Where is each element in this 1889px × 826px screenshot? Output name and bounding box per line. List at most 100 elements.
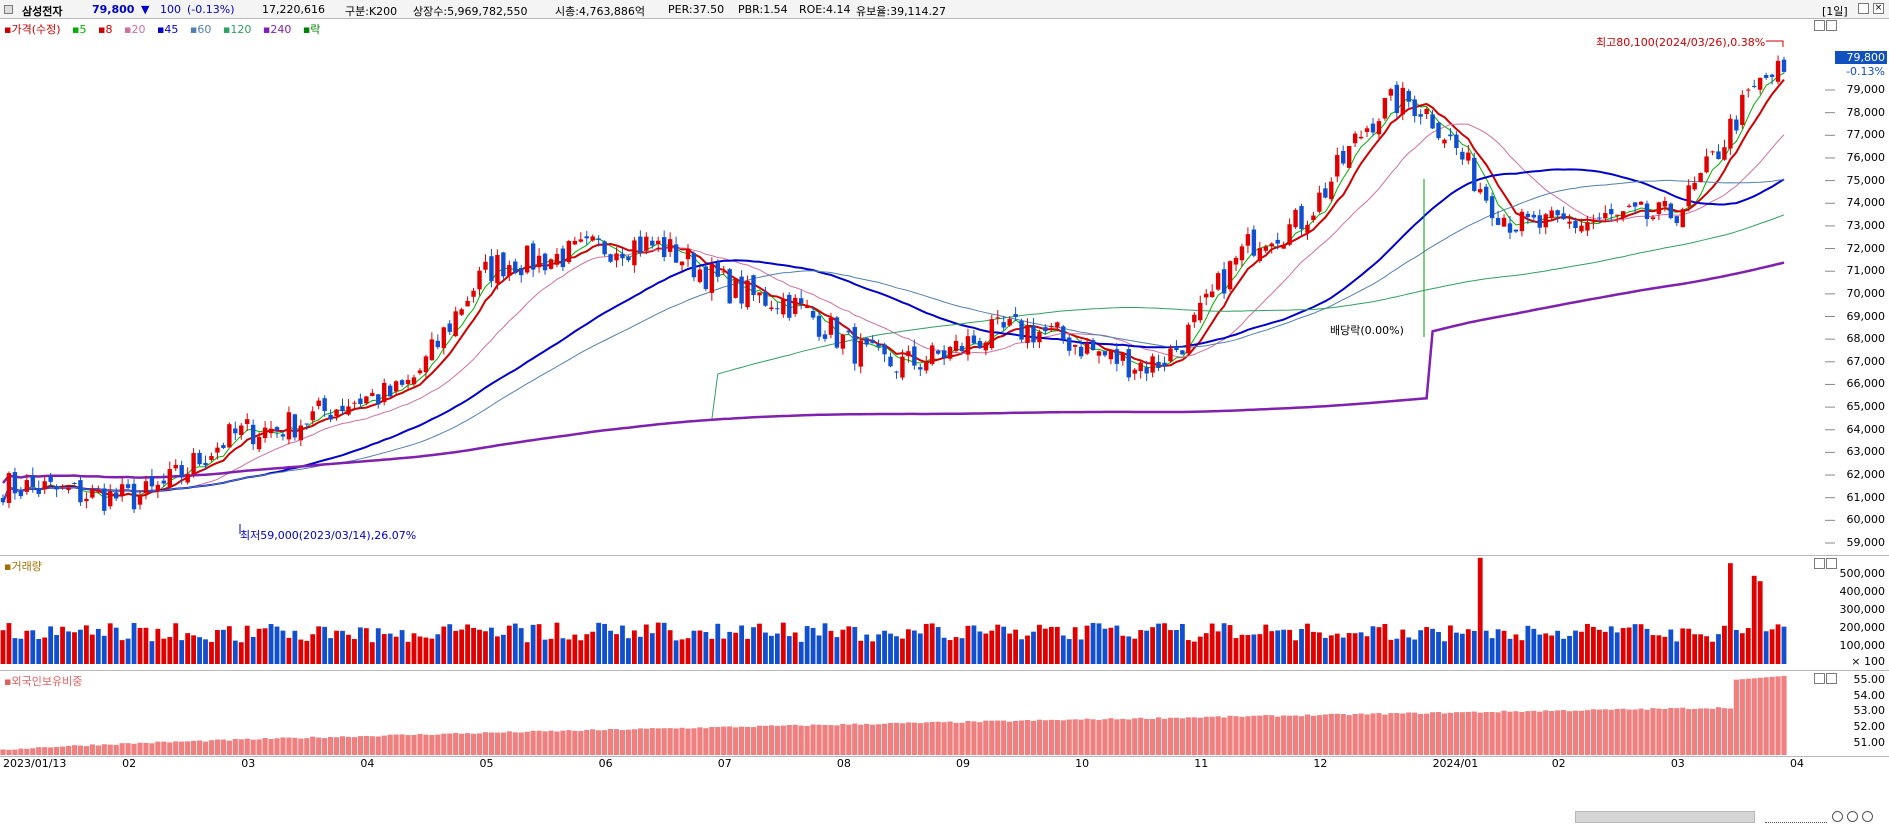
- candle-body: [703, 266, 709, 289]
- volume-bar: [935, 627, 941, 664]
- legend-ma240[interactable]: ▪240: [262, 23, 292, 36]
- foreign-ratio-bar: [1435, 712, 1442, 755]
- foreign-legend[interactable]: ▪외국인보유비중: [4, 675, 83, 688]
- legend-ma60[interactable]: ▪60: [189, 23, 212, 36]
- foreign-ratio-bar: [1102, 719, 1108, 755]
- candle-body: [1388, 89, 1394, 96]
- candle-body: [1263, 246, 1268, 251]
- volume-restore-icon[interactable]: [1814, 558, 1825, 569]
- volume-bar: [1608, 626, 1614, 664]
- foreign-restore-icon[interactable]: [1814, 673, 1825, 684]
- foreign-ratio-bar: [870, 724, 876, 755]
- volume-bar: [810, 627, 816, 664]
- foreign-ratio-bar: [1465, 711, 1471, 755]
- candle-body: [256, 436, 262, 450]
- candle-body: [781, 299, 786, 315]
- volume-bar: [1042, 628, 1048, 664]
- price-chart[interactable]: 배당락(0.00%) 최고80,100(2024/03/26),0.38% 최저…: [0, 19, 1835, 554]
- x-tick-label: 06: [598, 757, 613, 770]
- candle-body: [983, 342, 989, 351]
- foreign-ratio-bar: [1346, 715, 1352, 755]
- volume-bar: [340, 630, 345, 664]
- candle-body: [661, 237, 667, 258]
- foreign-ratio-bar: [846, 724, 852, 755]
- zoom-slider[interactable]: [1765, 814, 1827, 823]
- legend-ma8[interactable]: ▪8: [98, 23, 113, 36]
- volume-bar: [1245, 635, 1251, 664]
- volume-bar: [1328, 635, 1334, 664]
- candle-body: [1138, 362, 1143, 372]
- foreign-ratio-bar: [691, 728, 697, 755]
- foreign-ratio-bar: [1179, 718, 1185, 755]
- candle-body: [1769, 74, 1775, 77]
- stock-name[interactable]: 삼성전자: [22, 5, 63, 18]
- volume-bar: [1424, 627, 1430, 664]
- candle-body: [1686, 185, 1691, 207]
- panel-restore-icon[interactable]: [1814, 20, 1825, 31]
- candle-body: [1424, 108, 1429, 115]
- foreign-ratio-bar: [1614, 708, 1620, 755]
- candle-body: [590, 236, 595, 241]
- volume-bar: [721, 638, 727, 664]
- legend-ma5[interactable]: ▪5: [72, 23, 87, 36]
- foreign-ratio-chart[interactable]: [0, 671, 1835, 756]
- close-icon[interactable]: ×: [1873, 3, 1884, 14]
- legend-ma45[interactable]: ▪45: [156, 23, 179, 36]
- panel-close-icon[interactable]: [1826, 20, 1837, 31]
- foreign-close-icon[interactable]: [1826, 673, 1837, 684]
- candle-body: [554, 253, 560, 265]
- foreign-ratio-bar: [941, 722, 947, 755]
- candle-body: [852, 327, 857, 364]
- volume-bar: [888, 633, 893, 664]
- period-button[interactable]: [1일]: [1822, 5, 1848, 18]
- foreign-ratio-bar: [429, 734, 435, 755]
- candle-body: [1221, 269, 1227, 294]
- foreign-ratio-bar: [971, 721, 977, 755]
- volume-bar: [0, 630, 6, 664]
- foreign-ratio-bar: [917, 723, 923, 755]
- candle-body: [882, 344, 887, 355]
- foreign-ratio-bar: [417, 733, 423, 755]
- candle-body: [1400, 87, 1405, 115]
- foreign-ratio-bar: [1316, 715, 1322, 755]
- volume-bar: [1358, 632, 1364, 664]
- zoom-reset-icon[interactable]: [1862, 811, 1873, 822]
- foreign-y-axis: 55.00 54.00 53.00 52.00 51.00: [1835, 671, 1889, 756]
- price-tick-label: 76,000: [1846, 150, 1886, 164]
- horizontal-scrollbar[interactable]: [1575, 811, 1755, 823]
- legend-price[interactable]: ▪가격(수정): [4, 23, 61, 36]
- legend-ma120[interactable]: ▪120: [222, 23, 252, 36]
- legend-ma20[interactable]: ▪20: [123, 23, 146, 36]
- foreign-ratio-bar: [1549, 711, 1555, 755]
- foreign-ratio-bar: [119, 743, 125, 755]
- volume-bar: [1025, 635, 1030, 664]
- volume-bar: [1674, 641, 1680, 664]
- candle-body: [1674, 216, 1679, 224]
- market-type: 구분:K200: [345, 5, 398, 18]
- candle-body: [429, 339, 435, 361]
- volume-bar: [1614, 632, 1620, 664]
- x-tick-label: 02: [122, 757, 137, 770]
- volume-bar: [506, 625, 512, 664]
- separator: [0, 670, 1889, 671]
- foreign-ratio-bar: [935, 721, 941, 755]
- volume-close-icon[interactable]: [1826, 558, 1837, 569]
- volume-chart[interactable]: [0, 556, 1835, 669]
- candle-body: [209, 456, 214, 460]
- foreign-ratio-bar: [447, 733, 453, 755]
- price-tick-label: 70,000: [1846, 286, 1886, 300]
- volume-legend[interactable]: ▪거래량: [4, 560, 42, 573]
- foreign-ratio-bar: [1221, 717, 1227, 755]
- candle-body: [262, 427, 268, 439]
- candle-body: [24, 480, 30, 492]
- foreign-ratio-bar: [578, 731, 584, 755]
- zoom-in-icon[interactable]: [1847, 811, 1858, 822]
- menu-icon[interactable]: [4, 5, 13, 14]
- legend-ex-dividend[interactable]: ▪락: [302, 23, 321, 36]
- foreign-ratio-bar: [1638, 708, 1644, 755]
- volume-bar: [381, 634, 387, 664]
- volume-bar: [1668, 629, 1674, 664]
- restore-icon[interactable]: [1858, 3, 1869, 14]
- volume-bar: [1704, 636, 1709, 664]
- zoom-out-icon[interactable]: [1832, 811, 1843, 822]
